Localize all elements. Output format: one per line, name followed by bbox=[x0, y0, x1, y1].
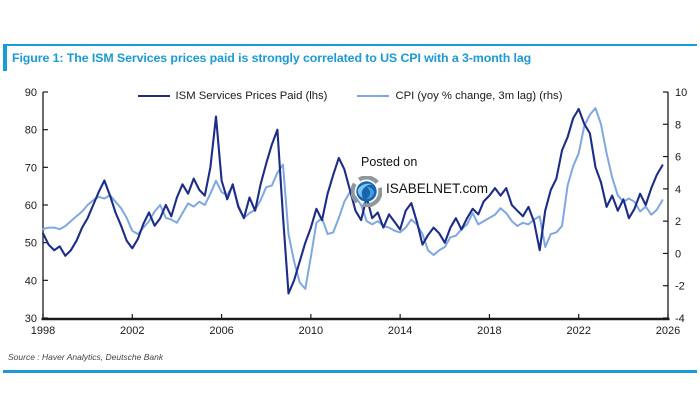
x-axis-tick-label: 2018 bbox=[477, 325, 501, 337]
right-axis-tick-label: 8 bbox=[675, 119, 681, 131]
left-axis-tick-label: 70 bbox=[25, 162, 37, 174]
right-axis-tick-label: 6 bbox=[675, 152, 681, 164]
cpi-legend-label: CPI (yoy % change, 3m lag) (rhs) bbox=[395, 90, 563, 102]
legend-item-ism: ISM Services Prices Paid (lhs) bbox=[137, 90, 328, 102]
x-axis-tick-label: 2006 bbox=[209, 325, 233, 337]
right-axis-tick-label: -2 bbox=[675, 281, 685, 293]
chart-legend: ISM Services Prices Paid (lhs) CPI (yoy … bbox=[0, 90, 700, 102]
ism-line-swatch bbox=[137, 95, 170, 97]
left-axis-tick-label: 50 bbox=[25, 238, 37, 250]
left-axis-tick-label: 90 bbox=[25, 87, 37, 99]
bottom-accent-rule bbox=[3, 370, 697, 373]
x-axis-tick-label: 2010 bbox=[299, 325, 323, 337]
legend-item-cpi: CPI (yoy % change, 3m lag) (rhs) bbox=[357, 90, 562, 102]
left-axis-tick-label: 80 bbox=[25, 125, 37, 137]
title-left-accent-bar bbox=[3, 46, 7, 71]
x-axis-tick-label: 2026 bbox=[656, 325, 680, 337]
right-axis-tick-label: 4 bbox=[675, 184, 681, 196]
left-axis-tick-label: 40 bbox=[25, 275, 37, 287]
figure-title: Figure 1: The ISM Services prices paid i… bbox=[12, 51, 532, 65]
left-axis-tick-label: 60 bbox=[25, 200, 37, 212]
source-text: Source : Haver Analytics, Deutsche Bank bbox=[8, 352, 164, 362]
x-axis-tick-label: 2022 bbox=[566, 325, 590, 337]
left-axis-tick-label: 30 bbox=[25, 313, 37, 325]
right-axis-tick-label: 10 bbox=[675, 87, 687, 99]
x-axis-tick-label: 1998 bbox=[31, 325, 55, 337]
ism-legend-label: ISM Services Prices Paid (lhs) bbox=[175, 90, 328, 102]
right-axis-tick-label: 0 bbox=[675, 248, 681, 260]
right-axis-tick-label: 2 bbox=[675, 216, 681, 228]
x-axis-tick-label: 2014 bbox=[388, 325, 412, 337]
right-axis-tick-label: -4 bbox=[675, 313, 685, 325]
cpi-line-swatch bbox=[357, 95, 390, 97]
x-axis-tick-label: 2002 bbox=[120, 325, 144, 337]
top-accent-rule bbox=[3, 44, 697, 46]
ism-line bbox=[41, 107, 664, 295]
